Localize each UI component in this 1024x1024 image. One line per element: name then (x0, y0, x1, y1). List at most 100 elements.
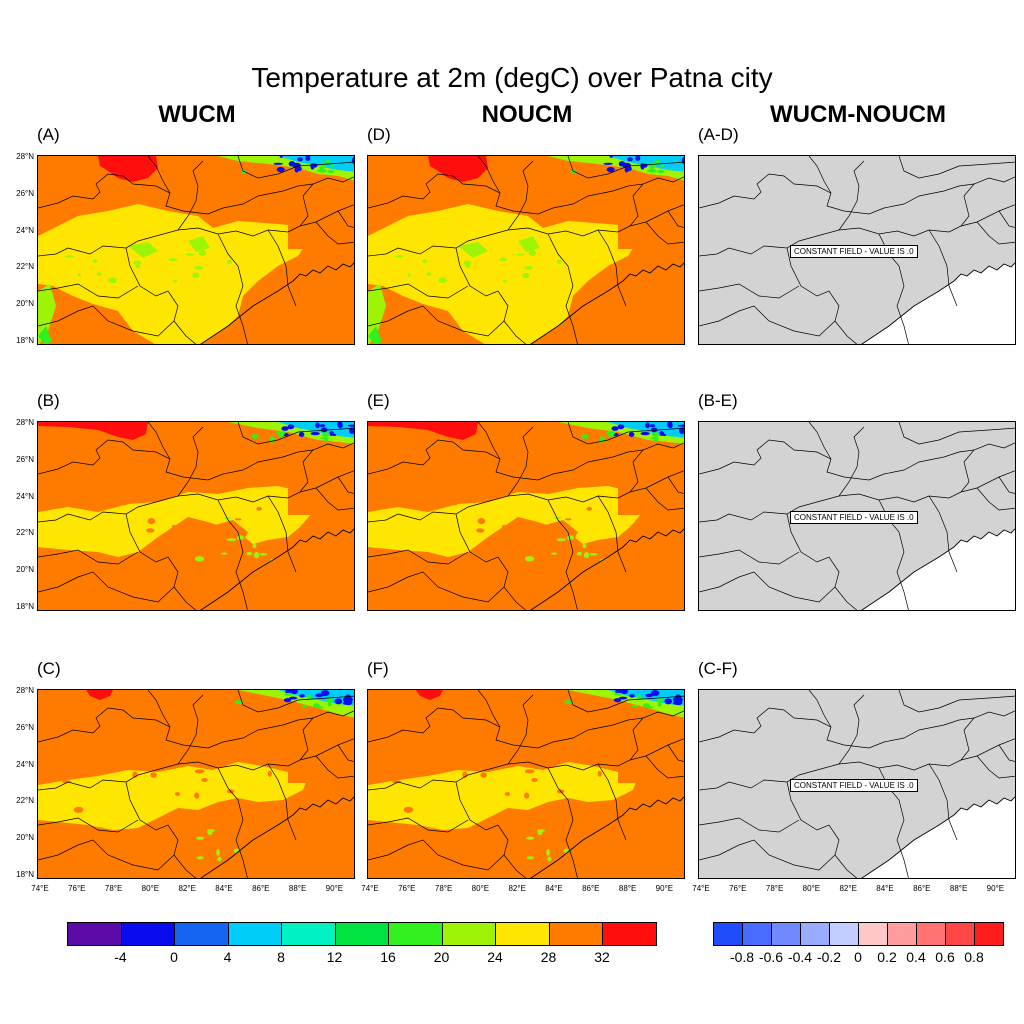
warm-speck (267, 770, 272, 777)
state-border-line (738, 305, 836, 337)
longitude-label: 78°E (104, 884, 123, 893)
temperature-colorbar-swatch (441, 922, 496, 946)
map-canvas (368, 690, 684, 878)
warm-speck (586, 506, 592, 511)
warm-speck (201, 778, 208, 782)
temperature-colorbar-label: 12 (326, 949, 343, 965)
state-border-line (645, 755, 684, 779)
state-border-line (38, 283, 139, 299)
latitude-label: 20°N (16, 299, 34, 309)
himalaya-green-speck (301, 704, 308, 708)
himalaya-cold-speck (299, 694, 305, 698)
state-border-line (177, 160, 204, 231)
longitude-label: 78°E (434, 884, 453, 893)
lime-speck (77, 273, 81, 277)
latitude-label: 26°N (16, 188, 34, 198)
lime-region (38, 284, 56, 344)
lime-speck (525, 556, 535, 562)
bay-of-bengal-region (531, 529, 684, 610)
himalaya-cold-speck (344, 699, 353, 706)
state-border-line (998, 210, 1015, 228)
himalaya-cold-speck (273, 162, 283, 165)
difference-colorbar-label: -0.4 (787, 949, 813, 965)
state-border-line (147, 690, 171, 728)
himalaya-green-speck (657, 702, 662, 707)
lime-speck (554, 517, 562, 520)
himalaya-cold-speck (276, 166, 285, 173)
warm-speck (119, 500, 129, 506)
state-border-line (786, 513, 858, 610)
state-border-line (507, 426, 534, 497)
state-border-line (998, 744, 1015, 762)
lime-speck (583, 552, 590, 559)
longitude-label: 90°E (655, 884, 674, 893)
lime-speck (207, 830, 213, 836)
warm-speck (285, 754, 293, 761)
lime-region (188, 236, 210, 252)
bay-of-bengal-region (201, 529, 354, 610)
state-border-line (177, 426, 204, 497)
state-border-line (645, 487, 684, 511)
panel-label: (E) (367, 391, 390, 410)
panel-label: (A-D) (698, 125, 739, 144)
lime-speck (196, 836, 205, 840)
temperature-colorbar-swatch (174, 922, 229, 946)
warm-speck (511, 520, 522, 525)
lime-speck (252, 543, 257, 549)
difference-colorbar-swatch (887, 922, 917, 946)
panel-label: (B) (37, 391, 60, 410)
longitude-label: 84°E (545, 884, 563, 893)
himalaya-cold-speck (320, 427, 328, 433)
state-border-line (645, 221, 684, 245)
lime-speck (394, 255, 404, 258)
lime-region (128, 242, 158, 258)
warm-speck (146, 528, 155, 533)
state-border-line (217, 499, 248, 610)
warm-speck (208, 754, 219, 761)
state-border-line (77, 571, 175, 603)
state-border-line (299, 442, 354, 493)
lime-speck (547, 856, 552, 862)
warm-speck (194, 769, 205, 774)
himalaya-cold-speck (345, 694, 352, 701)
state-border-line (738, 839, 836, 871)
cool-inland-region (38, 762, 308, 830)
longitude-label: 84°E (876, 884, 894, 893)
himalaya-green-speck (327, 702, 332, 707)
state-border-line (699, 817, 800, 833)
bay-of-bengal-region (531, 263, 684, 344)
warm-speck (501, 524, 507, 529)
difference-colorbar-label: -0.6 (758, 949, 784, 965)
himalaya-cold-speck (675, 694, 682, 701)
cool-inland-region (368, 204, 638, 344)
panel-label: (C-F) (698, 659, 738, 678)
latitude-label: 26°N (16, 722, 34, 732)
himalaya-cold-speck (310, 163, 315, 170)
state-border-line (267, 229, 297, 307)
lime-region (368, 284, 386, 344)
himalaya-cold-speck (606, 166, 615, 173)
state-border-line (597, 229, 627, 307)
difference-colorbar-label: -0.8 (729, 949, 755, 965)
cool-inland-region (38, 486, 313, 557)
state-border-line (567, 690, 684, 713)
himalaya-cold-speck (649, 424, 656, 428)
difference-colorbar-swatch (713, 922, 743, 946)
himalaya-green-speck (643, 703, 650, 708)
temperature-map-panel (367, 689, 685, 879)
latitude-label: 18°N (16, 870, 34, 879)
map-canvas (38, 422, 354, 610)
bay-of-bengal-region (201, 263, 354, 344)
lime-speck (498, 258, 508, 262)
lime-speck (253, 552, 260, 559)
lime-speck (259, 553, 268, 556)
state-border-line (77, 305, 175, 337)
lime-region (518, 236, 540, 252)
himalaya-cold-speck (635, 156, 641, 161)
state-border-line (77, 839, 175, 871)
warm-speck (202, 535, 208, 541)
panel-label: (B-E) (698, 391, 738, 410)
latitude-label: 24°N (16, 225, 34, 235)
lime-speck (515, 253, 525, 256)
warm-speck (456, 750, 461, 755)
